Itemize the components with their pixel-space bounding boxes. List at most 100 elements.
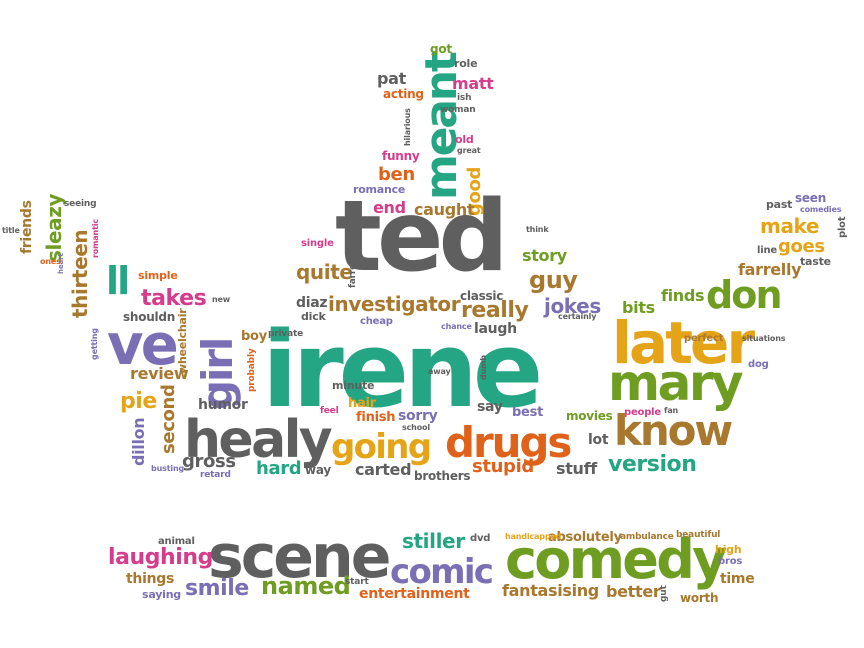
word-simple: simple — [138, 269, 178, 282]
word-bros: bros — [718, 556, 743, 567]
word-later: later — [612, 309, 755, 377]
word-matt: matt — [452, 74, 494, 93]
word-pie: pie — [120, 389, 157, 414]
word-finds: finds — [661, 286, 705, 305]
word-humor: humor — [198, 397, 248, 413]
word-got: got — [430, 42, 452, 56]
word-animal: animal — [158, 536, 195, 547]
word-comedy: comedy — [505, 528, 727, 591]
word-comic: comic — [390, 552, 494, 592]
word-getting: getting — [90, 328, 99, 360]
word-make: make — [760, 214, 820, 238]
word-investigator: investigator — [328, 292, 461, 316]
word-dog: dog — [748, 359, 769, 370]
word-ted: ted — [335, 180, 509, 294]
word-ones: ones — [40, 257, 61, 266]
word-say: say — [477, 399, 503, 415]
word-drugs: drugs — [445, 418, 572, 467]
word-don: don — [706, 273, 783, 317]
word-sleazy: sleazy — [42, 193, 66, 262]
word-laugh: laugh — [474, 321, 517, 337]
word-hard: hard — [256, 458, 302, 479]
word-hair: hair — [348, 396, 376, 411]
word-minute: minute — [332, 379, 375, 392]
word-hilarious: hilarious — [403, 108, 412, 146]
word-boy: boy — [241, 329, 267, 344]
word-dillon: dillon — [129, 417, 148, 466]
word-start: start — [345, 577, 369, 587]
word-diaz: diaz — [296, 295, 328, 311]
word-people: people — [624, 407, 661, 418]
word-bits: bits — [622, 298, 655, 317]
word-seen: seen — [795, 191, 827, 205]
word-ben: ben — [378, 164, 415, 185]
word-time: time — [720, 571, 755, 587]
word-end: end — [373, 198, 406, 217]
word-cheap: cheap — [360, 316, 393, 327]
word-high: high — [715, 543, 742, 556]
word-taste: taste — [800, 255, 831, 268]
word-private: private — [268, 329, 304, 339]
word-second: second — [158, 384, 179, 455]
word-dick: dick — [301, 310, 326, 323]
word-takes: takes — [141, 286, 207, 311]
word-mary: mary — [608, 354, 744, 412]
word-great: great — [457, 146, 481, 155]
word-named: named — [261, 572, 351, 600]
word-gross: gross — [182, 451, 236, 472]
word-acting: acting — [383, 87, 424, 101]
word-perfect: perfect — [684, 333, 724, 344]
word-absolutely: absolutely — [548, 530, 622, 545]
word-dvd: dvd — [470, 533, 491, 544]
word-sorry: sorry — [398, 408, 438, 424]
word-away: away — [428, 367, 451, 376]
word-handicapped: handicapped — [505, 532, 562, 541]
word-entertainment: entertainment — [359, 586, 470, 602]
word-review: review — [130, 364, 189, 383]
word-carted: carted — [355, 460, 412, 479]
word-title: title — [2, 226, 20, 235]
word-past: past — [766, 198, 793, 211]
word-ish: ish — [457, 93, 472, 103]
word-funny: funny — [382, 149, 420, 163]
word-ambulance: ambulance — [620, 532, 674, 542]
word-busting: busting — [151, 464, 185, 473]
word-feel: feel — [320, 406, 339, 416]
word-farrelly: farrelly — [738, 260, 802, 279]
word-guy: guy — [529, 266, 578, 294]
word-romantic: romantic — [91, 219, 100, 258]
word-stupid: stupid — [472, 456, 534, 477]
word-stuff: stuff — [556, 459, 597, 478]
word-think: think — [526, 225, 549, 234]
word-really: really — [461, 298, 529, 323]
word-dumb: dumb — [479, 355, 488, 380]
word-caught: caught — [414, 200, 475, 219]
word-brothers: brothers — [414, 469, 471, 483]
word-version: version — [608, 452, 697, 477]
word-going: going — [331, 427, 432, 467]
word-ve: ve — [107, 313, 179, 378]
word-friends: friends — [19, 200, 35, 254]
word-laughing: laughing — [108, 545, 213, 570]
word-new: new — [212, 295, 231, 304]
word-comedies: comedies — [800, 205, 842, 214]
word-single: single — [301, 238, 334, 249]
word-smile: smile — [185, 576, 249, 601]
word-farrelly-small: farrelly — [348, 252, 358, 288]
word-quite: quite — [296, 260, 353, 284]
word-thirteen: thirteen — [68, 229, 92, 318]
word-way: way — [305, 463, 331, 477]
word-lot: lot — [588, 432, 609, 448]
word-ll: ll — [106, 259, 130, 303]
word-goes: goes — [778, 236, 825, 257]
word-probably: probably — [247, 348, 257, 392]
word-best: best — [512, 405, 544, 420]
word-stiller: stiller — [402, 529, 465, 553]
word-old: old — [455, 133, 474, 146]
word-chance: chance — [441, 322, 472, 331]
word-role: role — [454, 57, 478, 70]
word-beautiful: beautiful — [676, 530, 721, 540]
word-jokes: jokes — [544, 294, 601, 318]
word-fan: fan — [664, 406, 679, 415]
